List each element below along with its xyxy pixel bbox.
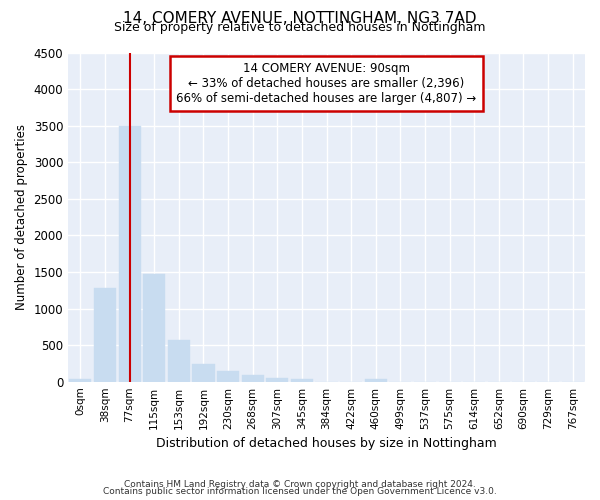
Y-axis label: Number of detached properties: Number of detached properties: [15, 124, 28, 310]
X-axis label: Distribution of detached houses by size in Nottingham: Distribution of detached houses by size …: [156, 437, 497, 450]
Bar: [119, 126, 140, 382]
Bar: [69, 380, 91, 382]
Text: Contains public sector information licensed under the Open Government Licence v3: Contains public sector information licen…: [103, 487, 497, 496]
Text: 14, COMERY AVENUE, NOTTINGHAM, NG3 7AD: 14, COMERY AVENUE, NOTTINGHAM, NG3 7AD: [123, 11, 477, 26]
Bar: [168, 340, 190, 382]
Bar: [242, 376, 264, 382]
Bar: [266, 378, 289, 382]
Bar: [193, 364, 215, 382]
Text: Size of property relative to detached houses in Nottingham: Size of property relative to detached ho…: [114, 21, 486, 34]
Bar: [217, 372, 239, 382]
Bar: [365, 379, 387, 382]
Bar: [94, 288, 116, 382]
Bar: [291, 380, 313, 382]
Bar: [143, 274, 165, 382]
Text: Contains HM Land Registry data © Crown copyright and database right 2024.: Contains HM Land Registry data © Crown c…: [124, 480, 476, 489]
Text: 14 COMERY AVENUE: 90sqm
← 33% of detached houses are smaller (2,396)
66% of semi: 14 COMERY AVENUE: 90sqm ← 33% of detache…: [176, 62, 476, 106]
